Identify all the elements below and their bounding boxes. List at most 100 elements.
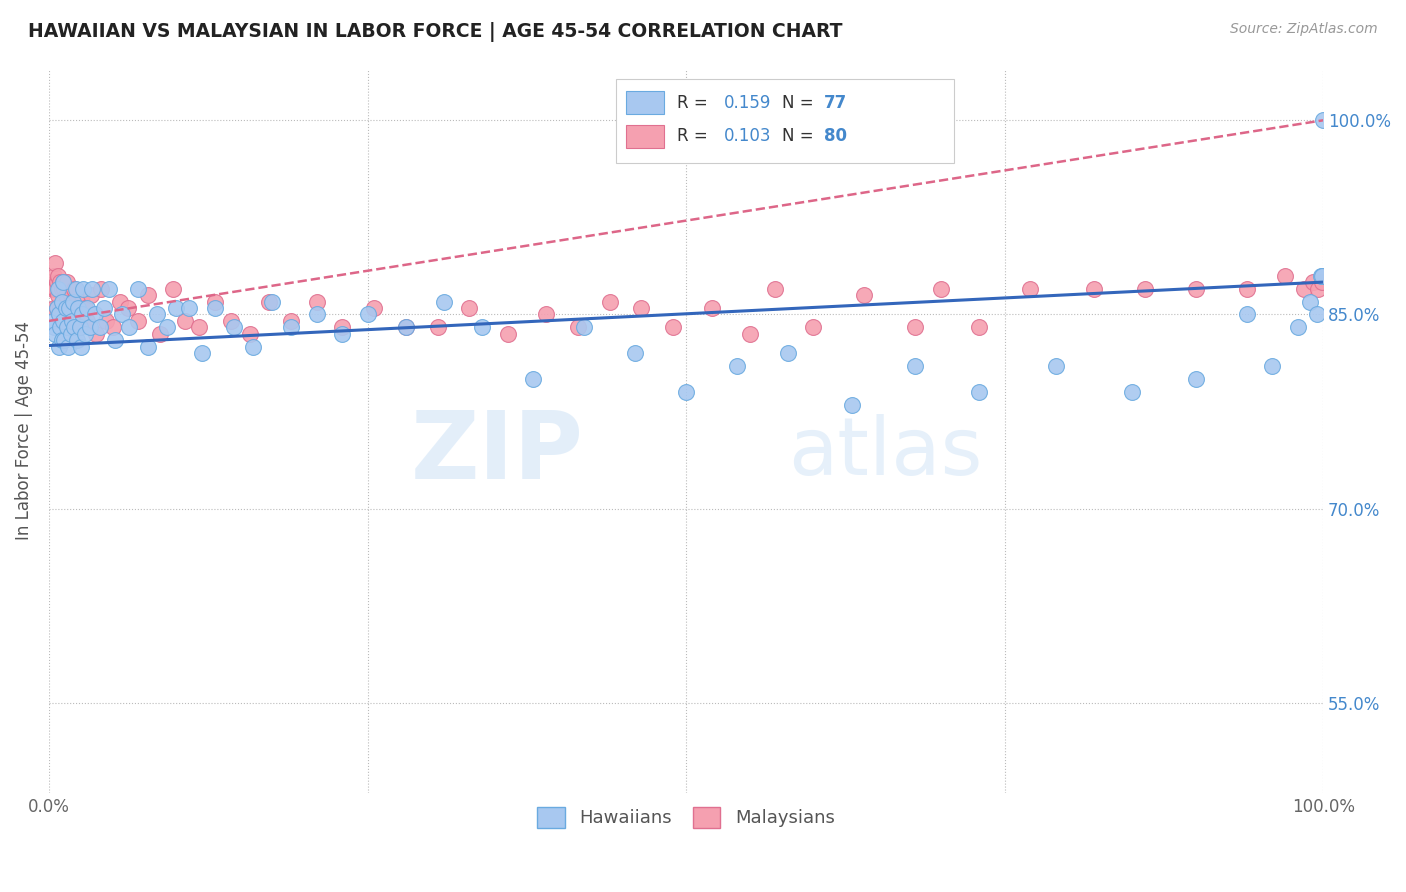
Point (96, 314, 118, 328)
Point (60, 314, 83, 328)
Point (305, 308, 328, 322)
Point (83, 308, 105, 322)
Point (259, 294, 281, 309)
Point (179, 301, 201, 315)
Text: 0.103: 0.103 (724, 127, 772, 145)
Point (55, 301, 77, 315)
Point (1306, 308, 1329, 322)
Point (572, 320, 595, 334)
Point (90, 281, 112, 295)
FancyBboxPatch shape (626, 125, 665, 148)
Point (51, 334, 73, 348)
Point (280, 320, 302, 334)
Point (56, 301, 79, 315)
Point (1310, 268, 1333, 283)
Point (1286, 320, 1309, 334)
Point (46, 281, 69, 295)
Text: Source: ZipAtlas.com: Source: ZipAtlas.com (1230, 22, 1378, 37)
Point (42, 301, 65, 315)
Point (165, 301, 187, 315)
Point (73, 326, 96, 341)
Point (101, 320, 124, 334)
Point (53, 301, 76, 315)
Point (567, 320, 589, 334)
Point (44, 326, 66, 341)
Point (763, 281, 786, 295)
Text: atlas: atlas (787, 414, 983, 491)
Point (117, 301, 139, 315)
Text: N =: N = (782, 94, 818, 112)
Text: R =: R = (678, 94, 713, 112)
Point (146, 308, 169, 322)
Point (63, 281, 86, 295)
Point (118, 320, 141, 334)
Point (738, 326, 761, 341)
Point (59, 326, 82, 341)
Point (67, 301, 90, 315)
Point (1309, 268, 1331, 283)
Point (1184, 372, 1206, 386)
Point (93, 301, 115, 315)
Y-axis label: In Labor Force | Age 45-54: In Labor Force | Age 45-54 (15, 321, 32, 541)
Point (72, 281, 94, 295)
Point (1292, 281, 1315, 295)
Point (44, 255, 66, 269)
Point (395, 320, 418, 334)
Point (904, 359, 927, 374)
Point (1184, 281, 1206, 295)
Point (239, 326, 262, 341)
Point (62, 294, 84, 309)
Point (260, 294, 283, 309)
Point (458, 301, 481, 315)
Point (242, 340, 264, 354)
Point (496, 326, 519, 341)
Point (803, 320, 825, 334)
Point (967, 320, 990, 334)
Point (76, 301, 98, 315)
Point (49, 275, 72, 289)
Point (1261, 359, 1284, 374)
Point (471, 320, 494, 334)
Point (204, 294, 226, 309)
Point (841, 398, 863, 412)
Point (675, 385, 697, 400)
Point (330, 320, 353, 334)
Point (48, 308, 70, 322)
Point (929, 281, 952, 295)
Point (967, 385, 990, 400)
Point (76, 314, 98, 328)
Point (222, 320, 245, 334)
Point (48, 340, 70, 354)
Point (84, 326, 107, 341)
Point (305, 294, 328, 309)
Point (700, 301, 723, 315)
Point (1299, 294, 1322, 309)
Point (204, 301, 226, 315)
Point (49, 301, 72, 315)
Point (662, 320, 685, 334)
Point (49, 320, 72, 334)
Point (48, 281, 70, 295)
Point (52, 314, 75, 328)
Point (776, 346, 799, 360)
Point (110, 308, 132, 322)
Point (53, 281, 76, 295)
Point (80, 288, 103, 302)
Point (599, 294, 621, 309)
Point (426, 320, 449, 334)
Point (104, 334, 127, 348)
Point (52, 275, 75, 289)
Point (1045, 359, 1067, 374)
Point (904, 320, 927, 334)
Point (63, 320, 86, 334)
Point (51, 308, 73, 322)
Point (69, 320, 91, 334)
Point (42, 314, 65, 328)
Point (853, 288, 876, 302)
Point (52, 275, 75, 289)
Text: 77: 77 (824, 94, 846, 112)
Point (56, 340, 79, 354)
Point (45, 275, 67, 289)
Point (138, 288, 160, 302)
Point (1274, 268, 1296, 283)
